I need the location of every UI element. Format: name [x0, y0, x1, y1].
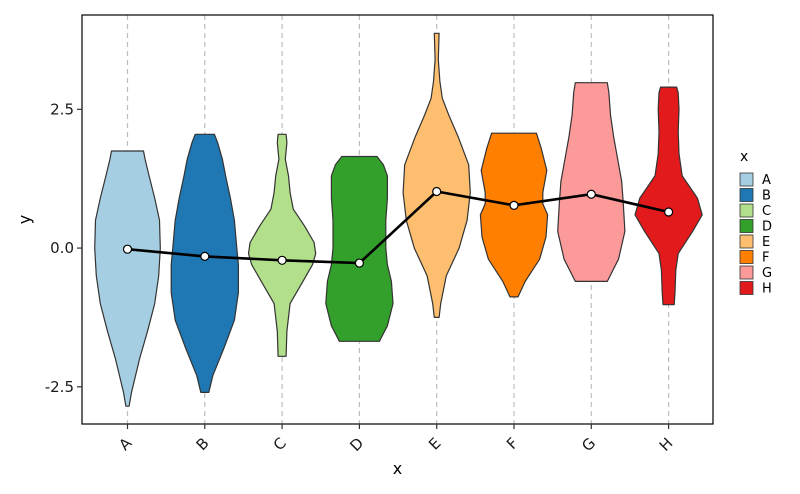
violin-d: [325, 155, 394, 342]
mean-point-e: [432, 186, 442, 197]
legend-swatch-g: [739, 265, 754, 280]
legend-swatch-c: [739, 203, 754, 218]
x-axis: A B C D E F G H: [115, 424, 676, 455]
legend-label-e: E: [762, 235, 770, 250]
y-tick-label: 2.5: [50, 100, 74, 118]
legend-label-g: G: [762, 266, 772, 281]
x-tick-label-d: D: [346, 434, 367, 455]
y-axis: -2.5 0.0 2.5: [45, 100, 82, 396]
legend-swatch-f: [739, 250, 754, 264]
y-tick-label: 0.0: [50, 239, 74, 257]
violin-c: [247, 133, 317, 357]
violin-h: [634, 86, 703, 306]
legend-label-a: A: [762, 173, 771, 188]
violin-f: [479, 132, 549, 298]
legend-swatch-e: [739, 234, 754, 249]
mean-point-d: [354, 258, 364, 268]
mean-point-c: [277, 255, 287, 265]
y-tick-label: -2.5: [45, 378, 74, 396]
x-tick-label-a: A: [115, 434, 136, 455]
legend-swatch-h: [739, 281, 754, 295]
x-tick-label-c: C: [270, 434, 290, 454]
x-tick-label-g: G: [578, 434, 599, 455]
legend-label-d: D: [762, 220, 772, 235]
x-tick-label-e: E: [425, 434, 444, 453]
legend-swatch-a: [739, 172, 754, 187]
legend-title: x: [740, 149, 748, 165]
y-axis-title: y: [15, 215, 34, 224]
legend-label-f: F: [762, 251, 769, 266]
mean-point-a: [122, 244, 133, 254]
legend-label-c: C: [762, 204, 771, 219]
mean-line: [127, 190, 669, 265]
violin-g: [557, 82, 626, 282]
violin-e: [402, 32, 471, 318]
x-tick-label-h: H: [656, 434, 677, 455]
plot-panel-border: [81, 14, 714, 425]
legend-swatch-b: [739, 188, 754, 202]
mean-point-g: [586, 189, 596, 199]
violin-b: [170, 133, 239, 393]
legend-swatch-d: [739, 219, 754, 233]
mean-line-layer: [122, 186, 674, 268]
violins: [94, 32, 703, 407]
x-tick-label-b: B: [193, 434, 213, 454]
mean-point-h: [663, 207, 674, 217]
mean-point-f: [509, 200, 519, 210]
x-tick-label-f: F: [503, 434, 522, 453]
mean-point-b: [200, 251, 210, 262]
legend-label-b: B: [762, 189, 771, 204]
legend-label-h: H: [762, 282, 772, 297]
x-axis-title: x: [393, 459, 402, 478]
violin-a: [94, 150, 161, 407]
